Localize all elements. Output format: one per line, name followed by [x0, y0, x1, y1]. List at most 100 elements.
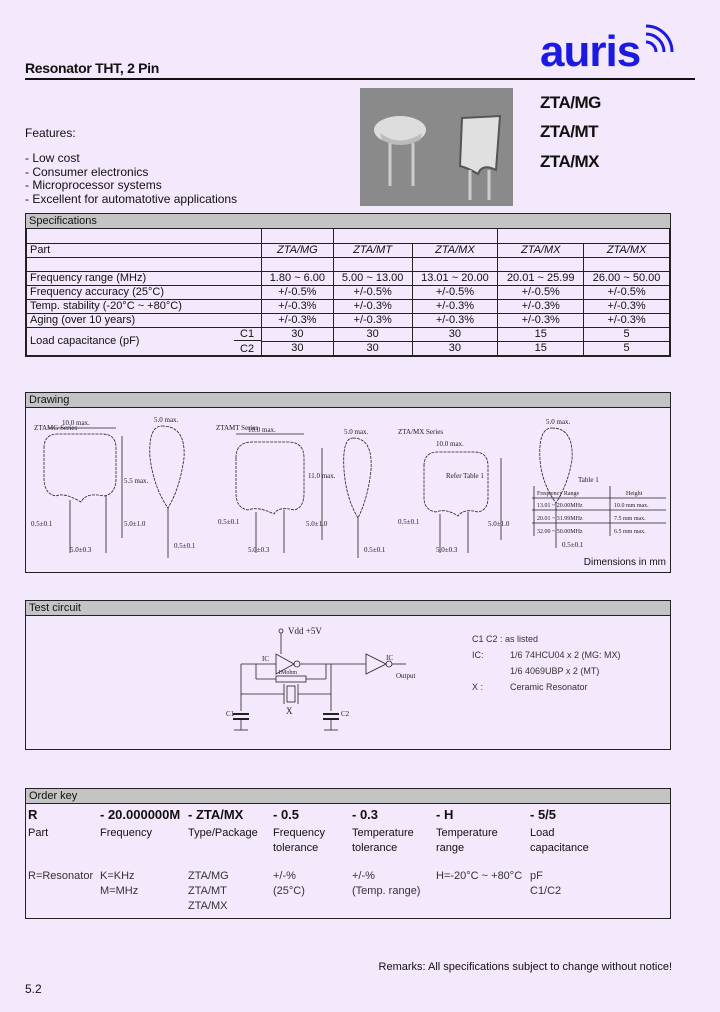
value-cell: +/-0.3% [411, 312, 499, 328]
resonator-label: X [286, 706, 293, 716]
capacitor-label: C2 [341, 710, 350, 718]
row-label: Part [26, 242, 262, 258]
vdd-label: Vdd +5V [288, 626, 322, 636]
value-cell: +/-0.3% [411, 298, 499, 314]
value-cell: 15 [497, 340, 585, 356]
value-cell: 5.00 ~ 13.00 [332, 270, 413, 286]
ic-label: IC [386, 654, 393, 662]
note-key: X : [472, 682, 484, 692]
dim-label: 5.0 max. [154, 416, 179, 424]
field-label: Temperature [352, 827, 414, 839]
c1-label: C1 [240, 327, 255, 340]
value-cell: +/-0.5% [497, 284, 585, 300]
note-text: 1/6 74HCU04 x 2 (MG: MX) [510, 650, 621, 660]
part-cell: ZTA/MX [411, 242, 499, 258]
value-cell: 20.01 ~ 25.99 [497, 270, 585, 286]
table1-cell: 32.00 ~ 50.00MHz [537, 529, 583, 535]
dim-label: 10.0 max. [436, 440, 464, 448]
load-label: Load capacitance (pF) [30, 335, 140, 347]
order-key-column: - ZTA/MX Type/Package ZTA/MG ZTA/MT ZTA/MX [188, 807, 258, 914]
field-label: Frequency [100, 827, 152, 839]
order-code: - 0.5 [273, 807, 300, 822]
table1-header: Height [626, 491, 643, 497]
order-key-section: Order key R Part R=Resonator - 20.000000M… [25, 788, 671, 919]
dim-label: 10.0 max. [248, 426, 276, 434]
value-cell: 5 [583, 326, 670, 342]
field-desc: +/-% [352, 870, 375, 882]
order-key-column: - 5/5 Load capacitance pF C1/C2 [530, 807, 589, 899]
order-key-column: R Part R=Resonator [28, 807, 93, 884]
dim-label: 0.5±0.1 [174, 542, 196, 550]
model-mt: ZTA/MT [540, 122, 599, 141]
dim-label: 5.5 max. [124, 477, 149, 485]
table-row: Load capacitance (pF) 30 30 30 15 5 [26, 326, 670, 356]
circuit-notes: C1 C2 : as listed IC: 1/6 74HCU04 x 2 (MG… [472, 631, 621, 695]
order-key-column: - H Temperature range H=-20°C ~ +80°C [436, 807, 522, 884]
dim-label: 5.0±0.3 [436, 546, 458, 554]
part-cell: ZTA/MX [497, 242, 585, 258]
feature-item: - Low cost [25, 151, 80, 165]
resistor-label: 1Mohm [278, 670, 297, 676]
section-header: Test circuit [26, 601, 670, 616]
row-label: Aging (over 10 years) [26, 312, 262, 328]
features-heading: Features: [25, 126, 76, 140]
page-title: Resonator THT, 2 Pin [25, 60, 160, 76]
value-cell: +/-0.3% [332, 298, 413, 314]
dim-label: Refer Table 1 [446, 472, 484, 480]
value-cell: +/-0.3% [497, 298, 585, 314]
field-label: Load [530, 827, 555, 839]
auris-logo: auris [540, 22, 680, 76]
row-label: Frequency accuracy (25°C) [26, 284, 262, 300]
value-cell: +/-0.3% [583, 298, 670, 314]
value-cell: 15 [497, 326, 585, 342]
dim-label: 5.0 max. [546, 418, 571, 426]
order-code: - 5/5 [530, 807, 557, 822]
table-row: Frequency range (MHz) 1.80 ~ 6.00 5.00 ~ 1… [26, 270, 670, 286]
field-desc: K=KHz [100, 870, 135, 882]
row-label: Frequency range (MHz) [26, 270, 262, 286]
table-row: Frequency accuracy (25°C) +/-0.5% +/-0.5% +… [26, 284, 670, 300]
field-label: Type/Package [188, 827, 258, 839]
table-row: Part ZTA/MG ZTA/MT ZTA/MX ZTA/MX ZTA/MX [26, 242, 670, 258]
dim-label: 5.0±1.0 [488, 520, 510, 528]
wireless-signal-icon [645, 24, 674, 53]
value-cell: +/-0.5% [261, 284, 334, 300]
value-cell: 30 [261, 340, 334, 356]
field-desc: H=-20°C ~ +80°C [436, 870, 523, 882]
mt-series-label: ZTAMT Series [216, 424, 259, 432]
table-row: 30 30 30 15 5 [27, 340, 670, 356]
value-cell: 13.01 ~ 20.00 [411, 270, 499, 286]
field-label: range [436, 842, 465, 854]
value-cell: +/-0.3% [261, 298, 334, 314]
field-label: capacitance [530, 842, 589, 854]
feature-item: - Excellent for automatotive application… [25, 191, 238, 206]
value-cell: 1.80 ~ 6.00 [261, 270, 334, 286]
dim-label: 0.5±0.1 [218, 518, 240, 526]
field-label: tolerance [352, 842, 398, 854]
logo-text: auris [540, 27, 641, 76]
dim-label: 0.5±0.1 [31, 520, 53, 528]
table1-title: Table 1 [578, 476, 599, 484]
value-cell: 30 [332, 340, 413, 356]
dim-label: 10.0 max. [62, 419, 90, 427]
value-cell: 30 [261, 326, 334, 342]
field-label [28, 841, 93, 856]
field-desc: (Temp. range) [352, 885, 421, 897]
field-desc: ZTA/MG [188, 870, 229, 882]
part-cell: ZTA/MX [583, 242, 670, 258]
dim-label: 5.0±0.3 [70, 546, 92, 554]
order-code: R [28, 807, 38, 822]
value-cell: +/-0.3% [332, 312, 413, 328]
part-cell: ZTA/MG [261, 242, 334, 258]
dim-label: 0.5±0.1 [364, 546, 386, 554]
order-code: - ZTA/MX [188, 807, 244, 822]
capacitor-label: C1 [226, 710, 235, 718]
value-cell: 30 [332, 326, 413, 342]
table1-cell: 10.0 mm max. [614, 503, 649, 509]
field-desc: ZTA/MT [188, 885, 227, 897]
specifications-table: Part ZTA/MG ZTA/MT ZTA/MX ZTA/MX ZTA/MX … [26, 229, 670, 356]
field-label: Part [28, 827, 49, 839]
value-cell: +/-0.5% [411, 284, 499, 300]
output-label: Output [396, 672, 416, 680]
value-cell: 30 [411, 326, 499, 342]
